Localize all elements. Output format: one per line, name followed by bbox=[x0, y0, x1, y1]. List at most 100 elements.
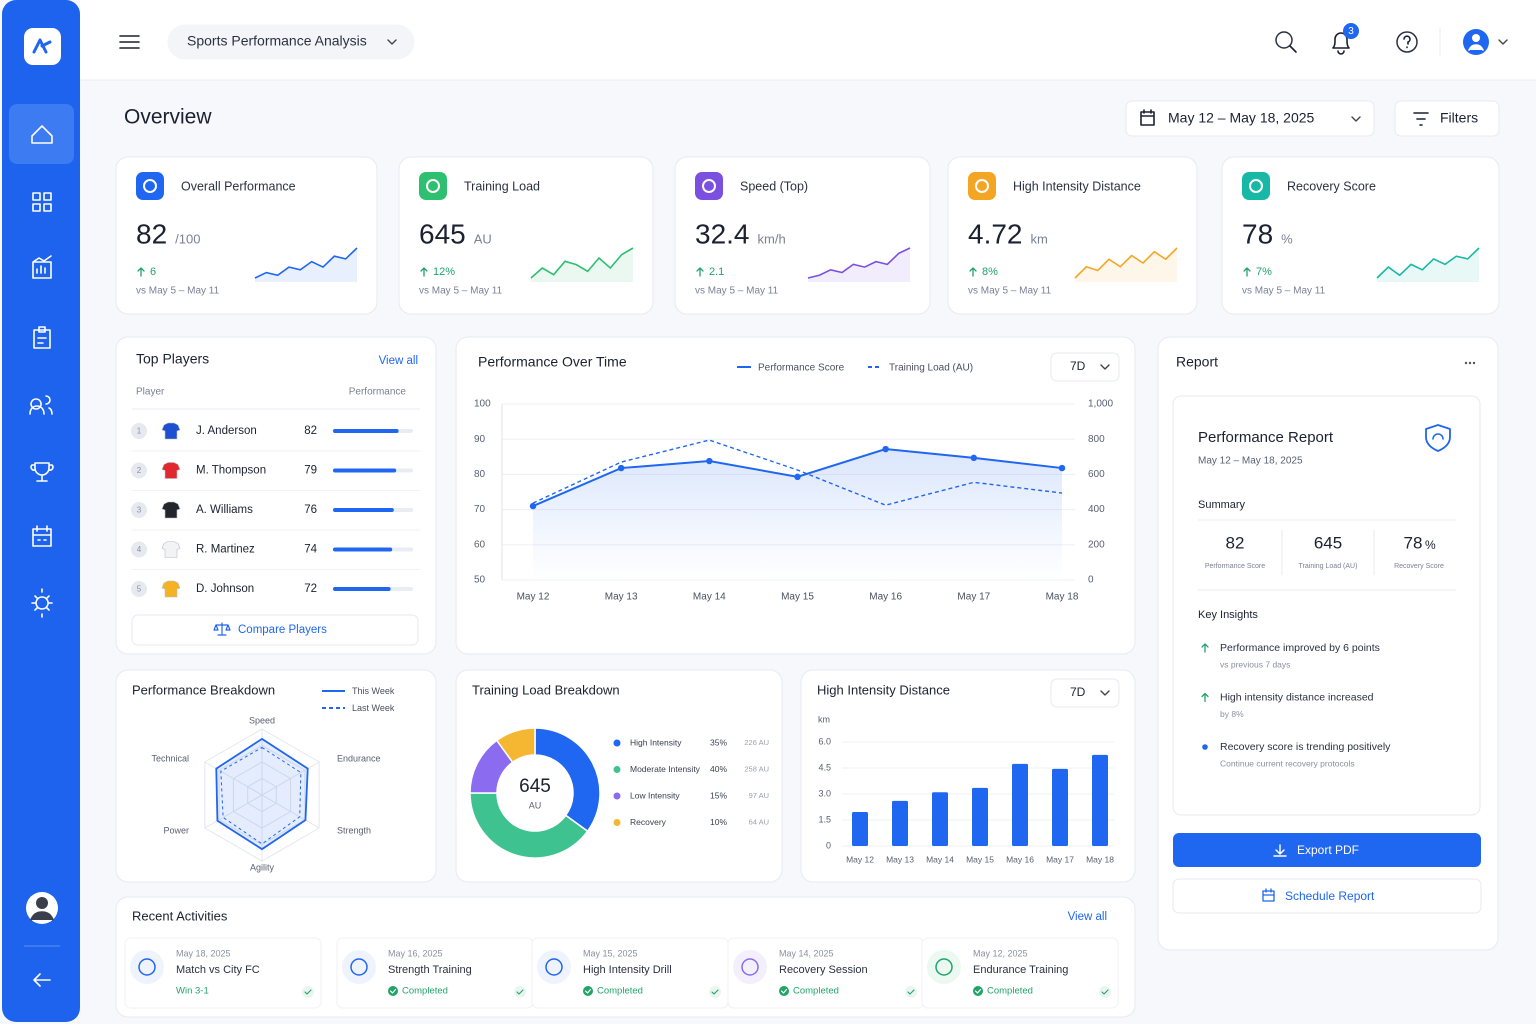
check-badge bbox=[302, 986, 314, 998]
check-badge bbox=[905, 986, 917, 998]
radar-axis-label: Technical bbox=[151, 753, 189, 763]
x-tick-label: May 16 bbox=[1006, 854, 1034, 864]
nav-active[interactable] bbox=[9, 104, 74, 164]
series-line bbox=[532, 439, 1063, 506]
kpi-change: 7% bbox=[1256, 266, 1272, 278]
legend-label: Recovery bbox=[630, 817, 667, 827]
y-tick-label: 4.5 bbox=[818, 762, 831, 772]
kpi-card bbox=[1221, 156, 1500, 315]
x-tick-label: May 12 bbox=[846, 854, 874, 864]
legend-dot bbox=[613, 766, 621, 773]
radar-axis-label: Endurance bbox=[337, 753, 381, 763]
help-icon bbox=[1396, 31, 1418, 53]
radar-spoke bbox=[204, 794, 263, 829]
activity-status: Completed bbox=[987, 986, 1033, 997]
load-label: 258 AU bbox=[744, 764, 769, 773]
nav-icon[interactable] bbox=[31, 588, 53, 618]
export-button[interactable] bbox=[1173, 833, 1481, 867]
sidebar bbox=[2, 0, 80, 1022]
kpi-card bbox=[115, 156, 378, 315]
legend-label: Low Intensity bbox=[630, 790, 680, 800]
insight-sub: Continue current recovery protocols bbox=[1220, 758, 1355, 768]
legend-label: Performance Score bbox=[758, 363, 845, 374]
sparkline bbox=[254, 247, 358, 279]
insight-text: High intensity distance increased bbox=[1220, 691, 1374, 703]
view-all-link[interactable]: View all bbox=[379, 355, 418, 367]
kpi-unit: AU bbox=[474, 231, 492, 246]
activity-item bbox=[124, 937, 322, 1009]
button-label: Export PDF bbox=[1297, 843, 1359, 857]
radar-spoke bbox=[261, 761, 320, 796]
date-range: May 12 – May 18, 2025 bbox=[1168, 110, 1315, 126]
legend-label: Training Load (AU) bbox=[889, 363, 973, 374]
activity-title: Endurance Training bbox=[973, 964, 1068, 976]
more-icon bbox=[1472, 361, 1476, 365]
kpi-icon bbox=[419, 172, 447, 200]
report-date: May 12 – May 18, 2025 bbox=[1198, 456, 1303, 467]
data-point bbox=[882, 445, 889, 453]
kpi-value: 645 bbox=[419, 218, 466, 249]
arrow-up-icon bbox=[1243, 267, 1251, 277]
nav-icon[interactable] bbox=[29, 395, 53, 415]
compare-button[interactable] bbox=[131, 614, 419, 646]
nav-icon[interactable] bbox=[32, 192, 52, 212]
score-bar bbox=[333, 468, 397, 473]
jersey-icon bbox=[161, 580, 181, 598]
kpi-compare: vs May 5 – May 11 bbox=[695, 286, 779, 297]
period-selector[interactable] bbox=[1050, 352, 1120, 382]
filters-button[interactable] bbox=[1394, 100, 1500, 137]
card-title: Report bbox=[1176, 354, 1218, 370]
arrow-up-icon bbox=[1201, 692, 1209, 703]
nav-icon[interactable] bbox=[30, 462, 54, 482]
score-bar bbox=[333, 547, 393, 552]
nav-icon[interactable] bbox=[31, 125, 53, 144]
legend-dot bbox=[613, 819, 621, 826]
shield-icon bbox=[1425, 424, 1451, 452]
menu-icon bbox=[119, 35, 140, 49]
nav-icon[interactable] bbox=[32, 525, 52, 547]
kpi-title: High Intensity Distance bbox=[1013, 179, 1141, 193]
bell-icon bbox=[1332, 32, 1350, 55]
icon bbox=[30, 911, 54, 921]
search-icon bbox=[1275, 31, 1293, 49]
view-all-link[interactable]: View all bbox=[1068, 911, 1107, 923]
radar-axis-label: Power bbox=[163, 825, 189, 835]
activity-status: Completed bbox=[793, 986, 839, 997]
schedule-button[interactable] bbox=[1172, 878, 1482, 914]
bullet bbox=[1202, 744, 1208, 750]
period-selector[interactable] bbox=[1050, 678, 1120, 708]
x-tick-label: May 18 bbox=[1086, 854, 1114, 864]
insight-text: Performance improved by 6 points bbox=[1220, 642, 1380, 654]
filters-label: Filters bbox=[1440, 110, 1478, 126]
icon bbox=[711, 989, 719, 995]
player-score: 74 bbox=[304, 544, 317, 556]
x-tick-label: May 13 bbox=[886, 854, 914, 864]
card-title: Performance Over Time bbox=[478, 354, 627, 370]
y-tick-label: 70 bbox=[474, 504, 486, 515]
app-title: Sports Performance Analysis bbox=[187, 33, 367, 49]
chevron-icon bbox=[1498, 39, 1508, 45]
check-badge bbox=[709, 986, 721, 998]
calendar-icon bbox=[1262, 888, 1275, 902]
x-tick-label: May 12 bbox=[517, 592, 550, 603]
nav-icon[interactable] bbox=[33, 326, 51, 349]
radar-axis-label: Strength bbox=[337, 825, 371, 835]
donut-card bbox=[455, 669, 783, 883]
card-title: High Intensity Distance bbox=[817, 682, 950, 697]
y-tick-label: 60 bbox=[474, 539, 486, 550]
app-selector[interactable] bbox=[167, 24, 415, 60]
nav-icon[interactable] bbox=[32, 255, 52, 279]
kpi-compare: vs May 5 – May 11 bbox=[968, 286, 1052, 297]
donut-segment bbox=[469, 792, 589, 859]
kpi-change: 2.1 bbox=[709, 266, 724, 278]
area bbox=[533, 449, 1062, 580]
kpi-title: Recovery Score bbox=[1287, 179, 1376, 193]
x-tick-label: May 14 bbox=[693, 592, 726, 603]
arrow-up-icon bbox=[420, 267, 428, 277]
y2-tick-label: 200 bbox=[1088, 539, 1105, 550]
date-range-picker[interactable] bbox=[1125, 100, 1375, 137]
data-point bbox=[1058, 464, 1066, 472]
dot bbox=[975, 179, 989, 193]
activity-date: May 12, 2025 bbox=[973, 948, 1028, 958]
rank: 1 bbox=[137, 427, 142, 436]
